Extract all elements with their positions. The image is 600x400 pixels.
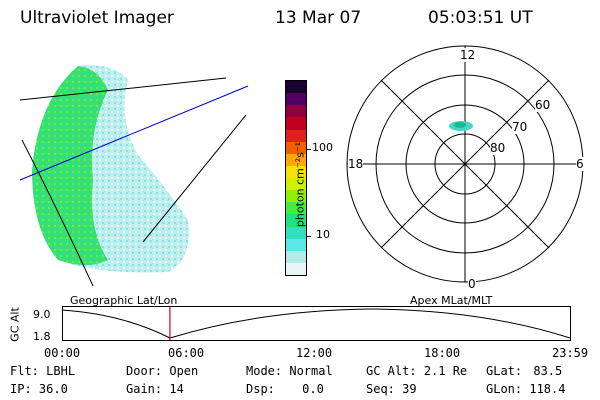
colorbar-band	[286, 238, 306, 251]
mlat-label-60: 60	[535, 98, 551, 112]
colorbar-band	[286, 250, 306, 263]
mlt-label-12: 12	[460, 48, 476, 62]
apex-caption: Apex MLat/MLT	[410, 294, 493, 307]
status-seq: Seq: 39	[366, 382, 417, 396]
timeline-xtick-2359: 23:59	[552, 346, 589, 360]
status-mode: Mode: Normal	[246, 364, 333, 378]
orbit-timeline	[62, 306, 571, 341]
timeline-ytick-low: 1.8	[33, 330, 51, 343]
altitude-curve	[62, 308, 571, 339]
mlat-label-80: 80	[490, 141, 506, 155]
colorbar-band	[286, 190, 306, 203]
status-glon: GLon: 118.4	[486, 382, 566, 396]
mlt-label-18: 18	[348, 157, 364, 171]
status-glat: GLat: 83.5	[486, 364, 563, 378]
colorbar-tick-100: 100	[312, 141, 333, 154]
colorbar-band	[286, 202, 306, 215]
status-flt: Flt: LBHL	[10, 364, 76, 378]
mlt-label-6: 6	[576, 157, 584, 171]
date-label: 13 Mar 07	[275, 8, 362, 28]
timeline-ytick-high: 9.0	[33, 308, 51, 321]
status-gc-alt: GC Alt: 2.1 Re	[366, 364, 468, 378]
timeline-y-label: GC Alt	[8, 307, 22, 342]
mlat-label-70: 70	[512, 120, 528, 134]
timeline-xtick-0000: 00:00	[44, 346, 81, 360]
lat-lon-grid	[19, 77, 249, 286]
status-dsp: Dsp: 0.0	[246, 382, 324, 396]
colorbar-band	[286, 226, 306, 239]
mlt-label-0: 0	[468, 277, 476, 291]
status-ip: IP: 36.0	[10, 382, 68, 396]
colorbar-band	[286, 81, 306, 94]
timeline-xtick-0600: 06:00	[168, 346, 205, 360]
status-door: Door: Open	[126, 364, 199, 378]
status-gain: Gain: 14	[126, 382, 184, 396]
colorbar-band	[286, 105, 306, 118]
colorbar-band	[286, 178, 306, 191]
colorbar-tick-10: 10	[316, 228, 330, 241]
colorbar-band	[286, 214, 306, 227]
colorbar-band	[286, 117, 306, 130]
timeline-xtick-1800: 18:00	[424, 346, 461, 360]
colorbar-band	[286, 165, 306, 178]
aurora-image	[32, 65, 189, 273]
colorbar	[285, 80, 311, 276]
geographic-caption: Geographic Lat/Lon	[70, 294, 178, 307]
colorbar-unit-label: photon cm⁻²s⁻¹	[293, 141, 307, 228]
colorbar-band	[286, 262, 306, 275]
instrument-title: Ultraviolet Imager	[20, 8, 174, 28]
polar-plot	[346, 45, 584, 283]
colorbar-band	[286, 93, 306, 106]
earth-image-panel	[19, 65, 249, 286]
time-label: 05:03:51 UT	[428, 8, 533, 28]
colorbar-band	[286, 141, 306, 154]
timeline-xtick-1200: 12:00	[296, 346, 333, 360]
colorbar-band	[286, 129, 306, 142]
colorbar-band	[286, 153, 306, 166]
